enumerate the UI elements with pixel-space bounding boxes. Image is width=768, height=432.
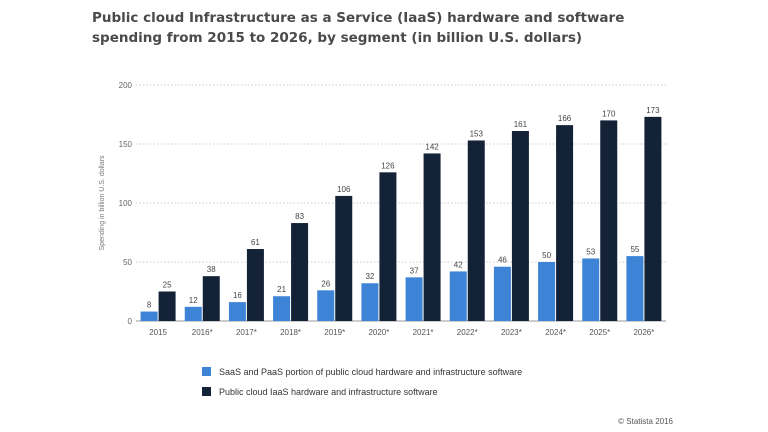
axes: 0 50 100 150 200 2015 2016* 2017* 2018* 2019* 2020…: [119, 81, 666, 337]
x-tick-label: 2023*: [501, 328, 522, 337]
bar-iaas[interactable]: [202, 276, 220, 321]
chart-title: Public cloud Infrastructure as a Service…: [92, 10, 625, 46]
x-tick-label: 2022*: [457, 328, 478, 337]
x-tick-label: 2017*: [236, 328, 257, 337]
x-tick-label: 2020*: [368, 328, 389, 337]
x-tick-label: 2024*: [545, 328, 566, 337]
y-tick-label: 50: [123, 258, 132, 267]
data-label: 26: [321, 279, 330, 288]
bar-saas-paas[interactable]: [538, 262, 556, 321]
data-label: 142: [425, 142, 439, 151]
legend-item-saas-paas[interactable]: SaaS and PaaS portion of public cloud ha…: [202, 365, 522, 378]
data-label: 42: [454, 260, 463, 269]
data-label: 16: [233, 291, 242, 300]
legend-label-saas-paas: SaaS and PaaS portion of public cloud ha…: [219, 366, 523, 377]
legend-label-iaas: Public cloud IaaS hardware and infrastru…: [219, 386, 438, 397]
data-label: 55: [630, 245, 639, 254]
data-label: 32: [365, 272, 374, 281]
data-label: 170: [602, 109, 616, 118]
data-label: 21: [277, 285, 286, 294]
bar-iaas[interactable]: [335, 195, 353, 321]
legend: SaaS and PaaS portion of public cloud ha…: [202, 365, 522, 405]
bar-saas-paas[interactable]: [493, 266, 511, 321]
data-label: 173: [646, 106, 660, 115]
bar-iaas[interactable]: [379, 172, 397, 321]
bars: [140, 116, 662, 322]
data-label: 25: [163, 281, 172, 290]
bar-iaas[interactable]: [467, 140, 485, 321]
bar-saas-paas[interactable]: [449, 271, 467, 321]
data-label: 50: [542, 251, 551, 260]
y-tick-label: 100: [119, 199, 133, 208]
bar-iaas[interactable]: [556, 125, 574, 322]
bar-iaas[interactable]: [423, 153, 441, 321]
x-tick-label: 2019*: [324, 328, 345, 337]
bar-saas-paas[interactable]: [626, 256, 644, 321]
data-label: 161: [514, 120, 528, 129]
data-label: 8: [147, 301, 152, 310]
data-label: 106: [337, 185, 351, 194]
data-label: 12: [189, 296, 198, 305]
bar-saas-paas[interactable]: [317, 290, 335, 321]
y-tick-label: 150: [119, 140, 133, 149]
data-label: 83: [295, 212, 304, 221]
x-tick-label: 2026*: [633, 328, 654, 337]
y-tick-label: 0: [128, 317, 133, 326]
bar-saas-paas[interactable]: [140, 311, 158, 321]
bar-saas-paas[interactable]: [273, 296, 291, 321]
bar-saas-paas[interactable]: [582, 258, 600, 321]
data-label: 38: [207, 265, 216, 274]
bar-saas-paas[interactable]: [361, 283, 379, 321]
legend-item-iaas[interactable]: Public cloud IaaS hardware and infrastru…: [202, 385, 522, 398]
legend-swatch-saas-paas: [202, 367, 211, 376]
x-tick-label: 2015: [149, 328, 167, 337]
bar-iaas[interactable]: [644, 116, 662, 321]
data-label: 37: [410, 266, 419, 275]
x-tick-label: 2018*: [280, 328, 301, 337]
data-label: 53: [586, 247, 595, 256]
data-labels: 8 25 12 38 16 61 21 83 26 106 32 126 37 142 42 153 46 161…: [147, 106, 660, 310]
bar-iaas[interactable]: [291, 223, 309, 321]
data-label: 46: [498, 256, 507, 265]
x-tick-label: 2021*: [413, 328, 434, 337]
bar-iaas[interactable]: [158, 291, 176, 322]
y-tick-label: 200: [119, 81, 133, 90]
data-label: 153: [470, 129, 484, 138]
bar-iaas[interactable]: [600, 120, 618, 322]
data-label: 61: [251, 238, 260, 247]
bar-saas-paas[interactable]: [405, 277, 423, 321]
data-label: 166: [558, 114, 572, 123]
data-label: 126: [381, 161, 395, 170]
x-tick-label: 2016*: [192, 328, 213, 337]
legend-swatch-iaas: [202, 387, 211, 396]
bar-iaas[interactable]: [246, 249, 264, 321]
bar-iaas[interactable]: [511, 131, 529, 321]
bar-saas-paas[interactable]: [184, 306, 202, 321]
bar-saas-paas[interactable]: [228, 302, 246, 321]
x-tick-label: 2025*: [589, 328, 610, 337]
y-axis-title: Spending in billion U.S. dollars: [99, 155, 106, 250]
statista-credit: © Statista 2016: [618, 417, 673, 426]
